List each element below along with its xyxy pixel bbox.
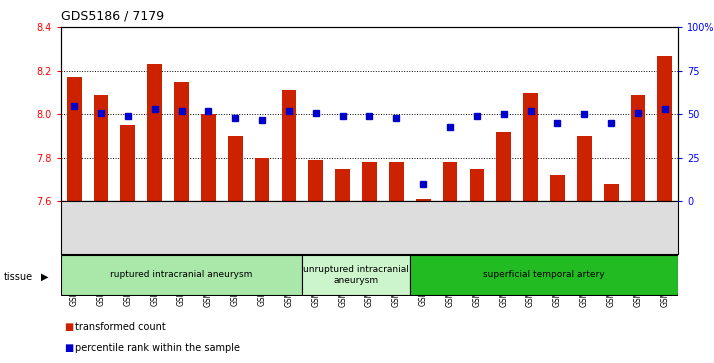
Bar	[147, 64, 162, 201]
Bar	[550, 175, 565, 201]
Bar	[577, 136, 592, 201]
Bar	[255, 158, 269, 201]
Bar	[94, 95, 109, 201]
Bar	[362, 162, 377, 201]
Text: GDS5186 / 7179: GDS5186 / 7179	[61, 9, 164, 22]
Text: superficial temporal artery: superficial temporal artery	[483, 270, 605, 280]
Text: ruptured intracranial aneurysm: ruptured intracranial aneurysm	[111, 270, 253, 280]
Text: unruptured intracranial
aneurysm: unruptured intracranial aneurysm	[303, 265, 409, 285]
Bar	[496, 132, 511, 201]
Text: tissue: tissue	[4, 272, 33, 282]
Bar	[630, 95, 645, 201]
Bar	[523, 93, 538, 201]
Bar	[66, 77, 81, 201]
Text: ■: ■	[64, 343, 74, 354]
Bar	[416, 199, 431, 201]
Bar	[336, 169, 350, 201]
Bar	[174, 82, 189, 201]
Bar	[470, 169, 484, 201]
Bar	[658, 56, 673, 201]
FancyBboxPatch shape	[410, 255, 678, 295]
Text: transformed count: transformed count	[75, 322, 166, 332]
Bar	[308, 160, 323, 201]
Bar	[389, 162, 403, 201]
Bar	[201, 114, 216, 201]
Text: percentile rank within the sample: percentile rank within the sample	[75, 343, 240, 354]
FancyBboxPatch shape	[302, 255, 410, 295]
Bar	[121, 125, 135, 201]
Bar	[604, 184, 618, 201]
FancyBboxPatch shape	[61, 255, 302, 295]
Text: ■: ■	[64, 322, 74, 332]
Bar	[443, 162, 458, 201]
Bar	[228, 136, 243, 201]
Text: ▶: ▶	[41, 272, 49, 282]
Bar	[281, 90, 296, 201]
